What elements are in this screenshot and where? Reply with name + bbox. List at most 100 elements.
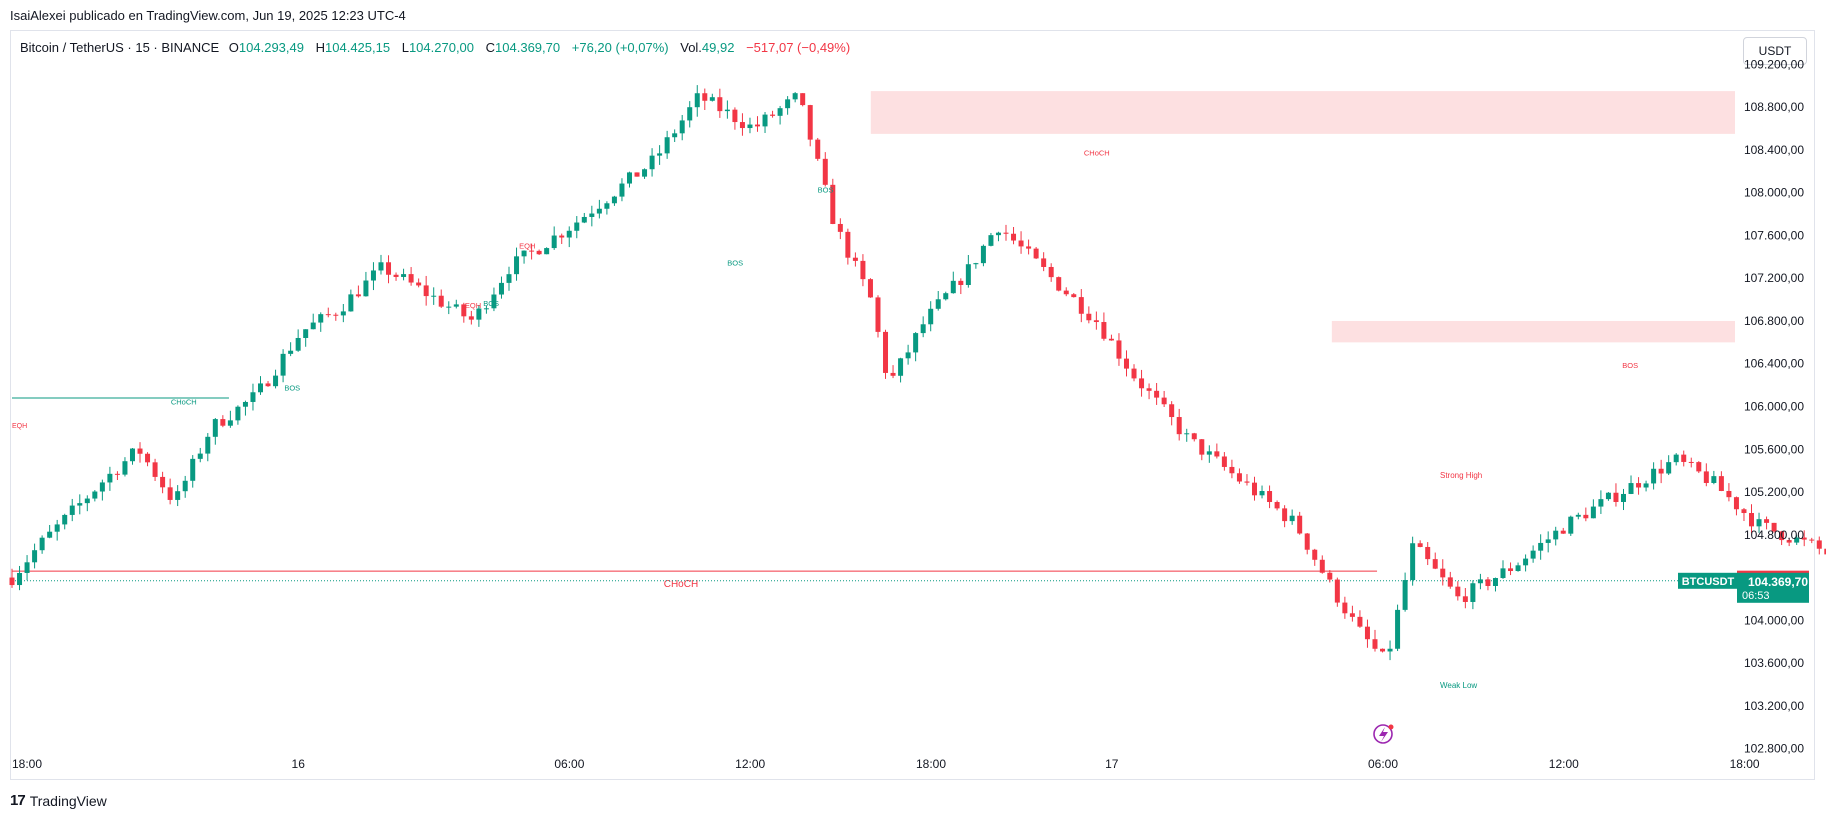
candle-body xyxy=(175,491,181,500)
candle-body xyxy=(1553,530,1559,540)
candle-body xyxy=(1056,277,1062,291)
candle-body xyxy=(114,473,120,475)
y-axis-tick: 109.200,00 xyxy=(1744,57,1804,71)
candle-body xyxy=(1191,433,1197,440)
candle-body xyxy=(1267,491,1273,503)
candle-body xyxy=(589,213,595,217)
candle-body xyxy=(747,124,753,129)
candle-body xyxy=(310,322,316,330)
countdown-text: 06:53 xyxy=(1742,590,1770,602)
y-axis-tick: 107.600,00 xyxy=(1744,228,1804,242)
open-value: 104.293,49 xyxy=(238,40,304,55)
candle-body xyxy=(363,280,369,297)
candle-body xyxy=(604,203,610,209)
candle-body xyxy=(280,353,286,376)
candle-body xyxy=(770,114,776,116)
candle-body xyxy=(739,122,745,129)
tradingview-brand[interactable]: 17 TradingView xyxy=(10,792,107,809)
candle-body xyxy=(1161,397,1167,405)
structure-label: BOS xyxy=(1622,361,1638,370)
candle-body xyxy=(732,109,738,123)
candle-body xyxy=(1756,519,1762,527)
candle-body xyxy=(1131,368,1137,379)
candle-body xyxy=(235,406,241,421)
lightning-bolt-icon xyxy=(1379,727,1388,742)
candle-body xyxy=(54,524,60,532)
candle-body xyxy=(1093,320,1099,323)
candle-body xyxy=(1816,540,1822,549)
candle-body xyxy=(687,107,693,121)
candle-body xyxy=(1033,248,1039,259)
candle-body xyxy=(1741,509,1747,514)
candle-body xyxy=(1214,451,1220,457)
candle-body xyxy=(672,133,678,138)
candle-body xyxy=(1598,499,1604,507)
x-axis-tick: 17 xyxy=(1105,757,1119,771)
candle-body xyxy=(1184,433,1190,435)
candle-body xyxy=(1048,266,1054,278)
candle-body xyxy=(626,172,632,184)
candle-body xyxy=(755,124,761,127)
y-axis-tick: 106.000,00 xyxy=(1744,400,1804,414)
y-axis-tick: 108.400,00 xyxy=(1744,143,1804,157)
candle-body xyxy=(1718,476,1724,491)
candle-body xyxy=(220,419,226,426)
candle-body xyxy=(438,295,444,307)
candle-body xyxy=(69,505,75,515)
close-value: 104.369,70 xyxy=(495,40,561,55)
y-axis-tick: 104.000,00 xyxy=(1744,613,1804,627)
candle-body xyxy=(182,480,188,492)
candle-body xyxy=(792,93,798,100)
chart-frame[interactable] xyxy=(10,30,1815,780)
weak-low-label: Weak Low xyxy=(1440,681,1477,690)
candle-body xyxy=(1560,530,1566,534)
candle-body xyxy=(860,260,866,280)
symbol-title[interactable]: Bitcoin / TetherUS · 15 · BINANCE xyxy=(20,40,220,55)
change-value: +76,20 (+0,07%) xyxy=(571,40,669,55)
candle-body xyxy=(1462,596,1468,602)
candle-body xyxy=(205,436,211,454)
x-axis-tick: 12:00 xyxy=(735,757,765,771)
candle-body xyxy=(1696,462,1702,472)
candle-body xyxy=(227,420,233,426)
candle-body xyxy=(1786,540,1792,543)
candle-body xyxy=(32,550,38,563)
candle-body xyxy=(99,482,105,492)
candle-body xyxy=(1613,492,1619,502)
symbol-tag xyxy=(1678,572,1738,589)
candle-body xyxy=(152,462,158,477)
symbol-tag-text: BTCUSDT xyxy=(1682,576,1735,588)
strong-high-label: Strong High xyxy=(1440,471,1482,480)
candle-body xyxy=(1432,559,1438,569)
candle-body xyxy=(1063,290,1069,295)
candle-body xyxy=(883,331,889,373)
candle-body xyxy=(340,311,346,316)
candle-body xyxy=(348,294,354,312)
tradingview-logo-icon: 17 xyxy=(10,792,26,809)
candle-body xyxy=(453,304,459,307)
candle-body xyxy=(1447,577,1453,587)
candle-body xyxy=(717,97,723,112)
structure-label: BOS xyxy=(284,383,300,392)
candle-body xyxy=(642,169,648,177)
candle-body xyxy=(1387,648,1393,652)
currency-selector[interactable]: USDT xyxy=(1743,37,1807,65)
candle-body xyxy=(544,248,550,255)
candle-body xyxy=(566,230,572,238)
candle-body xyxy=(498,282,504,295)
high-label: H xyxy=(315,40,326,55)
candle-body xyxy=(1628,483,1634,494)
candle-body xyxy=(190,458,196,481)
candle-body xyxy=(1658,468,1664,474)
candle-body xyxy=(1289,515,1295,522)
candle-body xyxy=(1455,586,1461,597)
candle-body xyxy=(1154,390,1160,398)
candle-body xyxy=(393,274,399,277)
candle-body xyxy=(785,99,791,109)
candle-body xyxy=(1643,483,1649,488)
candle-body xyxy=(1402,580,1408,610)
candle-body xyxy=(1824,548,1826,555)
candle-body xyxy=(9,577,15,586)
candle-body xyxy=(1508,568,1514,572)
